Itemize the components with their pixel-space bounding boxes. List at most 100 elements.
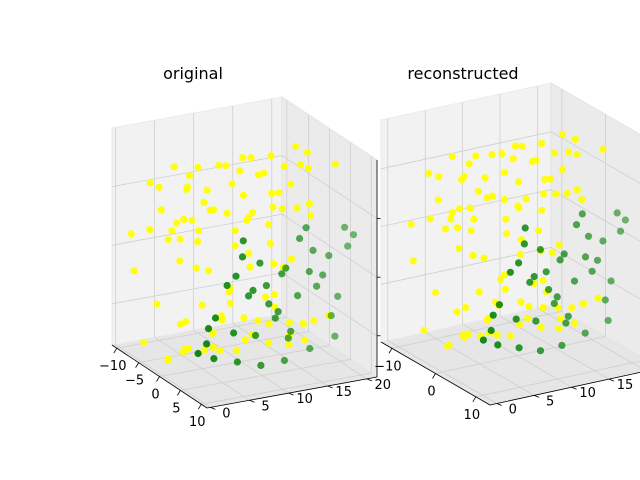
data-point — [521, 224, 529, 232]
data-point — [294, 292, 302, 300]
data-point — [206, 206, 214, 214]
subplot-reconstructed: −1001005101520100−10reconstructed — [374, 64, 640, 423]
data-point — [558, 166, 567, 174]
data-point — [285, 340, 293, 349]
data-point — [445, 341, 453, 349]
data-point — [511, 142, 519, 150]
data-point — [466, 204, 474, 212]
data-point — [228, 180, 236, 188]
data-point — [536, 246, 545, 254]
data-point — [560, 250, 568, 258]
data-point — [500, 168, 509, 177]
data-point — [231, 242, 239, 250]
data-point — [254, 171, 262, 179]
data-point — [241, 336, 249, 344]
data-point — [475, 288, 483, 296]
data-point — [262, 282, 270, 290]
data-point — [254, 317, 262, 325]
data-point — [200, 198, 208, 206]
data-point — [192, 264, 200, 272]
data-point — [260, 169, 268, 177]
data-point — [573, 150, 581, 159]
data-point — [550, 149, 558, 157]
data-point — [454, 224, 462, 232]
data-point — [420, 326, 428, 334]
data-point — [268, 189, 276, 198]
data-point — [537, 323, 545, 332]
data-point — [517, 298, 525, 306]
data-point — [284, 334, 292, 342]
data-point — [180, 215, 188, 223]
data-point — [541, 175, 549, 183]
data-point — [515, 204, 523, 212]
y-tick-label: 5 — [261, 399, 269, 414]
data-point — [246, 263, 254, 271]
data-point — [540, 190, 548, 198]
x-tick-mark — [177, 390, 181, 396]
data-point — [501, 196, 509, 204]
data-point — [489, 311, 497, 319]
data-point — [157, 206, 165, 214]
y-tick-label: 15 — [335, 385, 352, 400]
data-point — [223, 281, 231, 290]
data-point — [538, 206, 546, 214]
data-point — [265, 339, 273, 347]
data-point — [538, 139, 546, 147]
x-tick-label: −10 — [99, 359, 126, 374]
y-tick-mark — [608, 378, 615, 382]
y-tick-mark — [210, 407, 216, 410]
data-point — [545, 286, 553, 294]
data-point — [455, 244, 463, 253]
data-point — [581, 329, 589, 337]
data-point — [313, 282, 321, 290]
y-tick-label: 0 — [509, 403, 517, 418]
data-point — [487, 326, 495, 335]
data-point — [303, 149, 311, 157]
data-point — [146, 179, 154, 187]
data-point — [558, 341, 566, 349]
data-point — [230, 329, 238, 337]
data-point — [203, 186, 211, 194]
data-point — [204, 325, 213, 333]
x-tick-mark — [113, 347, 118, 354]
data-point — [562, 319, 570, 327]
data-point — [530, 273, 538, 281]
data-point — [501, 285, 509, 293]
data-point — [516, 320, 524, 329]
data-point — [198, 301, 206, 309]
data-point — [304, 164, 312, 172]
data-point — [593, 256, 602, 264]
data-point — [542, 268, 550, 276]
data-point — [307, 211, 315, 220]
x-tick-label: 10 — [464, 408, 481, 423]
data-point — [493, 331, 501, 339]
y-tick-label: 10 — [296, 392, 313, 407]
data-point — [285, 319, 293, 327]
data-point — [182, 318, 190, 326]
data-point — [296, 234, 304, 243]
data-point — [270, 260, 278, 268]
data-point — [599, 145, 607, 153]
data-point — [280, 356, 288, 365]
data-point — [240, 314, 248, 322]
data-point — [287, 327, 295, 335]
data-point — [261, 293, 270, 301]
data-point — [275, 189, 283, 197]
data-point — [616, 227, 625, 235]
data-point — [327, 312, 335, 320]
data-point — [280, 162, 288, 170]
x-tick-label: 10 — [189, 415, 206, 430]
data-point — [183, 183, 192, 191]
data-point — [194, 227, 203, 235]
data-point — [243, 216, 251, 224]
data-point — [204, 267, 212, 275]
data-point — [249, 286, 257, 294]
data-point — [188, 216, 196, 224]
data-point — [247, 154, 255, 162]
data-point — [176, 235, 184, 243]
data-point — [563, 189, 571, 197]
data-point — [265, 300, 273, 308]
data-point — [534, 227, 543, 235]
data-point — [203, 340, 211, 348]
data-point — [512, 315, 520, 323]
